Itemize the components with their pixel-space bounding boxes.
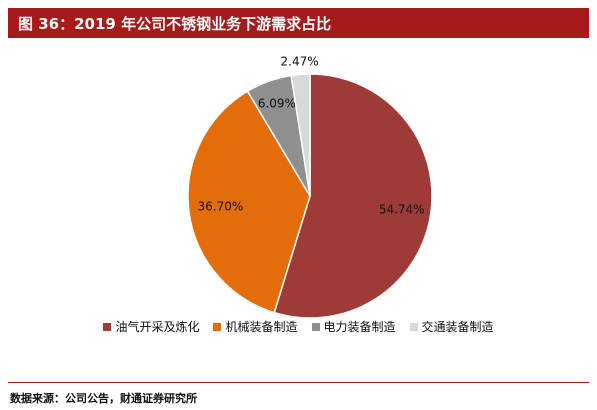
legend-label-2: 机械装备制造 [225, 320, 298, 334]
legend-swatch-1 [103, 322, 112, 331]
slice-label-1: 54.74% [379, 202, 425, 216]
bottom-divider [8, 382, 589, 383]
legend-item-4: 交通装备制造 [409, 318, 494, 335]
slice-label-2: 36.70% [198, 199, 244, 213]
slice-label-3: 6.09% [258, 97, 296, 111]
pie-chart: 54.74% 36.70% 6.09% 2.47% [187, 55, 433, 318]
chart-title-bar: 图 36：2019 年公司不锈钢业务下游需求占比 [8, 8, 589, 38]
legend-label-1: 油气开采及炼化 [115, 320, 200, 334]
chart-legend: 油气开采及炼化 机械装备制造 电力装备制造 交通装备制造 [0, 318, 597, 335]
legend-item-1: 油气开采及炼化 [103, 318, 199, 335]
source-note: 数据来源：公司公告，财通证券研究所 [10, 392, 197, 405]
slice-label-4: 2.47% [281, 55, 319, 69]
pie-slice-4 [290, 73, 311, 197]
legend-swatch-4 [409, 322, 418, 331]
legend-label-3: 电力装备制造 [323, 320, 396, 334]
chart-title: 图 36：2019 年公司不锈钢业务下游需求占比 [18, 14, 332, 33]
pie-slice-2 [187, 90, 311, 314]
legend-swatch-3 [311, 322, 320, 331]
legend-item-3: 电力装备制造 [311, 318, 396, 335]
legend-item-2: 机械装备制造 [213, 318, 298, 335]
legend-swatch-2 [213, 322, 222, 331]
pie-slice-1 [273, 73, 433, 318]
legend-label-4: 交通装备制造 [421, 320, 494, 334]
